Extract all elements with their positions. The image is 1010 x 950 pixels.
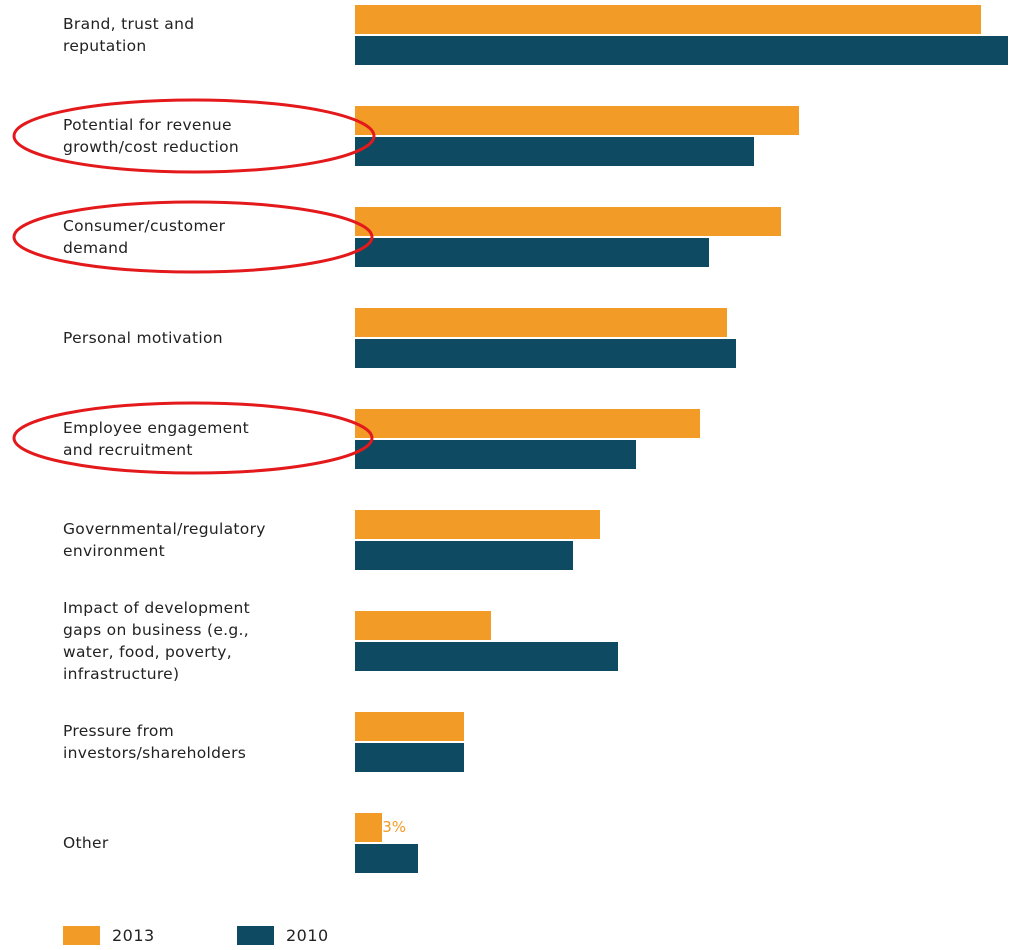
bar (355, 106, 800, 135)
legend-swatch (237, 926, 274, 945)
bar (355, 642, 618, 671)
category-label: Potential for revenue growth/cost reduct… (63, 116, 239, 156)
category-label: Governmental/regulatory environment (63, 520, 266, 560)
legend-label: 2013 (112, 926, 155, 945)
category-label: Consumer/customer demand (63, 217, 226, 257)
category-label: Employee engagement and recruitment (63, 419, 250, 459)
category-label: Impact of development gaps on business (… (63, 599, 250, 683)
bar (355, 238, 709, 267)
bar (355, 844, 419, 873)
category-label: Other (63, 834, 109, 852)
bar (355, 510, 600, 539)
category-label: Personal motivation (63, 329, 223, 347)
bar (355, 611, 492, 640)
bar (355, 137, 755, 166)
category-label: Pressure from investors/shareholders (63, 722, 247, 762)
category-label: Brand, trust and reputation (63, 15, 195, 55)
bar (355, 207, 782, 236)
bar (355, 308, 727, 337)
value-label: 3% (382, 818, 406, 836)
bar (355, 409, 700, 438)
legend-swatch (63, 926, 100, 945)
bar (355, 743, 464, 772)
bar (355, 541, 573, 570)
bar (355, 440, 637, 469)
bar (355, 813, 383, 842)
legend-label: 2010 (286, 926, 329, 945)
bar (355, 712, 464, 741)
bar (355, 5, 981, 34)
bar (355, 339, 736, 368)
bar (355, 36, 1008, 65)
